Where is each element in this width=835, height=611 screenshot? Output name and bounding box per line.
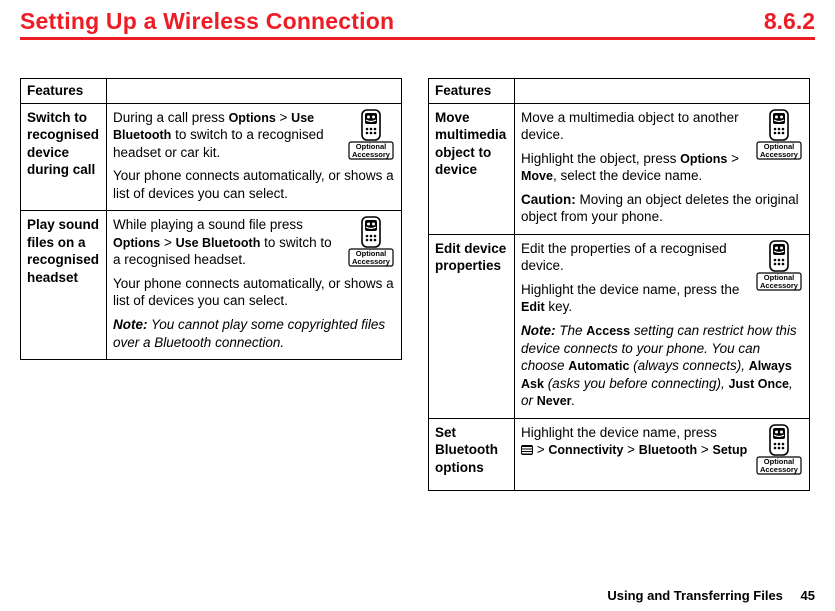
right-features-table: Features Move multimedia object to devic… [428, 78, 810, 491]
feature-note: Note: The Access setting can restrict ho… [521, 322, 803, 410]
page-header: Setting Up a Wireless Connection 8.6.2 [20, 8, 815, 40]
table-row: Switch to recognised device during call [21, 103, 402, 211]
feature-label: Play sound files on a recognised headset [21, 211, 107, 360]
feature-body: Optional Accessory While playing a sound… [107, 211, 402, 360]
feature-label: Move multimedia object to device [429, 103, 515, 234]
page-title: Setting Up a Wireless Connection [20, 8, 394, 35]
page-number: 45 [801, 588, 815, 603]
svg-text:Accessory: Accessory [760, 281, 799, 290]
table-row: Move multimedia object to device [429, 103, 810, 234]
optional-accessory-icon: Optional Accessory [347, 216, 395, 273]
optional-accessory-icon: Optional Accessory [755, 240, 803, 297]
menu-key-icon [521, 445, 533, 455]
feature-label: Switch to recognised device during call [21, 103, 107, 211]
features-header: Features [21, 79, 107, 104]
svg-text:Accessory: Accessory [760, 150, 799, 159]
svg-text:Accessory: Accessory [352, 150, 391, 159]
features-header: Features [429, 79, 515, 104]
feature-body: Optional Accessory Move a multimedia obj… [515, 103, 810, 234]
table-header-row: Features [429, 79, 810, 104]
optional-accessory-icon: Optional Accessory [347, 109, 395, 166]
footer-section: Using and Transferring Files [607, 588, 783, 603]
svg-text:Accessory: Accessory [352, 257, 391, 266]
table-header-row: Features [21, 79, 402, 104]
feature-body: Optional Accessory Highlight the device … [515, 418, 810, 491]
left-features-table: Features Switch to recognised device dur… [20, 78, 402, 360]
features-header-blank [107, 79, 402, 104]
table-row: Play sound files on a recognised headset [21, 211, 402, 360]
table-row: Edit device properties Opt [429, 234, 810, 418]
feature-body: Optional Accessory Edit the properties o… [515, 234, 810, 418]
feature-text: Your phone connects automatically, or sh… [113, 167, 395, 202]
page-footer: Using and Transferring Files 45 [607, 588, 815, 603]
feature-note: Note: You cannot play some copyrighted f… [113, 316, 395, 351]
feature-caution: Caution: Moving an object deletes the or… [521, 191, 803, 226]
left-column: Features Switch to recognised device dur… [20, 78, 402, 491]
feature-label: Set Bluetooth options [429, 418, 515, 491]
svg-text:Accessory: Accessory [760, 465, 799, 474]
section-number: 8.6.2 [764, 8, 815, 35]
feature-body: Optional Accessory During a call press O… [107, 103, 402, 211]
content-columns: Features Switch to recognised device dur… [20, 78, 815, 491]
optional-accessory-icon: Optional Accessory [755, 424, 803, 481]
features-header-blank [515, 79, 810, 104]
table-row: Set Bluetooth options Opti [429, 418, 810, 491]
feature-text: Your phone connects automatically, or sh… [113, 275, 395, 310]
right-column: Features Move multimedia object to devic… [428, 78, 810, 491]
optional-accessory-icon: Optional Accessory [755, 109, 803, 166]
feature-label: Edit device properties [429, 234, 515, 418]
